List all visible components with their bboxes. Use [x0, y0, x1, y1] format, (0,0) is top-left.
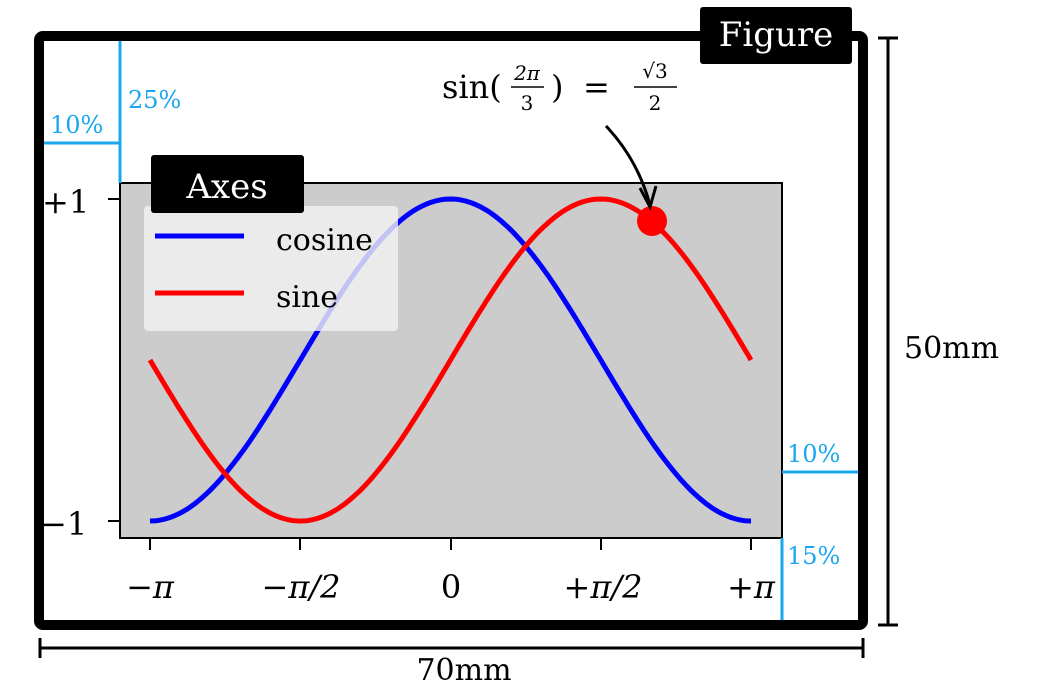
- margin-bottom-label: 15%: [787, 542, 840, 570]
- margin-left-label: 10%: [50, 111, 103, 139]
- figure-label: Figure: [719, 15, 834, 55]
- annotation-arrow: [604, 124, 652, 206]
- cosine-curve: [149, 196, 752, 524]
- legend-cosine-label: cosine: [276, 223, 373, 258]
- svg-text:2: 2: [649, 91, 662, 115]
- legend-sine-label: sine: [276, 280, 338, 315]
- x-tick-label-half-pi: +π/2: [564, 568, 643, 606]
- annotation-arrowhead: [638, 185, 658, 212]
- margin-right-label: 10%: [787, 440, 840, 468]
- x-tick-label-minus-half-pi: −π/2: [262, 568, 341, 606]
- y-tick-label-plus1: +1: [42, 183, 89, 221]
- height-label: 50mm: [904, 331, 999, 366]
- y-tick-label-minus1: −1: [40, 505, 87, 543]
- margin-top-label: 25%: [128, 86, 181, 114]
- x-tick-label-minus-pi: −π: [126, 568, 175, 606]
- axes-label-badge: [151, 155, 304, 213]
- svg-text:3: 3: [521, 91, 534, 115]
- figure-frame: [34, 31, 868, 630]
- svg-text:=: =: [583, 68, 610, 106]
- x-tick-label-pi: +π: [727, 568, 776, 606]
- x-ticks: [149, 538, 752, 550]
- axes-label: Axes: [185, 167, 267, 207]
- svg-text:sin(: sin(: [442, 68, 502, 106]
- annotation-text: sin( 2π 3 ) = √3 2: [442, 59, 677, 115]
- svg-text:): ): [551, 68, 563, 106]
- height-dimension: [878, 36, 898, 627]
- figure-label-badge: [700, 7, 852, 64]
- x-tick-label-zero: 0: [441, 568, 461, 606]
- width-label: 70mm: [416, 653, 511, 688]
- svg-text:2π: 2π: [513, 61, 541, 85]
- annotation-marker: [637, 206, 667, 236]
- svg-text:√3: √3: [642, 59, 667, 83]
- margin-guides: [44, 41, 858, 620]
- width-dimension: [38, 638, 865, 658]
